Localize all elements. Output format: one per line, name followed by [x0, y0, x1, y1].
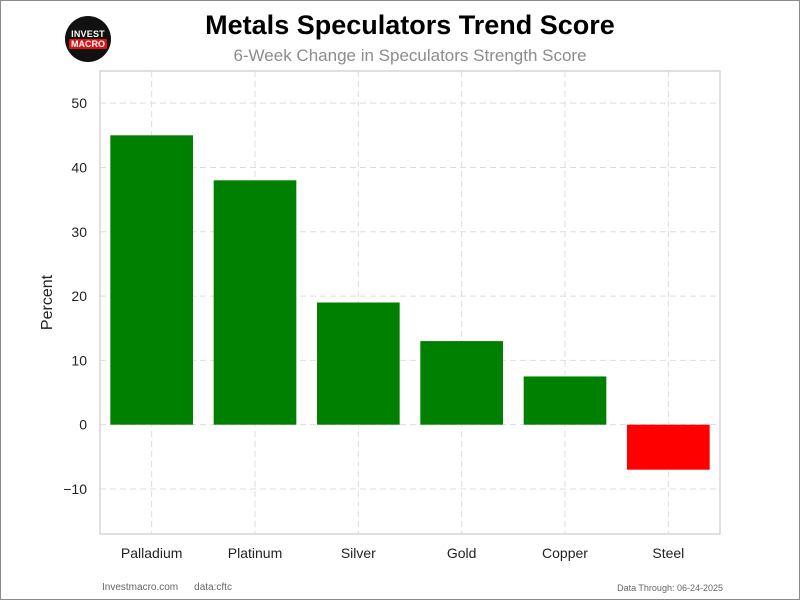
bar-platinum: [213, 180, 297, 425]
x-tick-label: Palladium: [121, 545, 182, 561]
y-tick-label: 40: [71, 159, 87, 175]
y-tick-label: 0: [79, 417, 87, 433]
y-tick-label: 20: [71, 288, 87, 304]
footer-site: Investmacro.com: [102, 582, 179, 593]
x-tick-label: Gold: [447, 545, 477, 561]
x-tick-label: Copper: [542, 545, 588, 561]
y-axis-label: Percent: [39, 274, 56, 330]
x-tick-label: Steel: [652, 545, 684, 561]
investmacro-logo: INVEST MACRO: [65, 16, 111, 62]
footer-data-through: Data Through: 06-24-2025: [617, 583, 723, 593]
logo-text-top: INVEST: [71, 29, 105, 39]
y-tick-label: 10: [71, 352, 87, 368]
bar-silver: [317, 302, 400, 425]
plot-area-border: [99, 70, 721, 535]
x-tick-label: Silver: [341, 545, 376, 561]
bar-gold: [420, 341, 503, 425]
bar-steel: [627, 424, 710, 470]
logo-text-bottom: MACRO: [69, 39, 107, 49]
footer-source: data:cftc: [194, 582, 232, 593]
chart-subtitle: 6-Week Change in Speculators Strength Sc…: [233, 46, 587, 65]
x-tick-label: Platinum: [228, 545, 282, 561]
y-tick-label: 30: [71, 224, 87, 240]
chart-title: Metals Speculators Trend Score: [205, 10, 615, 40]
y-tick-label: 50: [71, 95, 87, 111]
y-tick-label: −10: [63, 481, 87, 497]
bar-palladium: [110, 135, 193, 425]
bar-copper: [523, 376, 607, 425]
footer-left: Investmacro.com data:cftc: [102, 582, 232, 593]
